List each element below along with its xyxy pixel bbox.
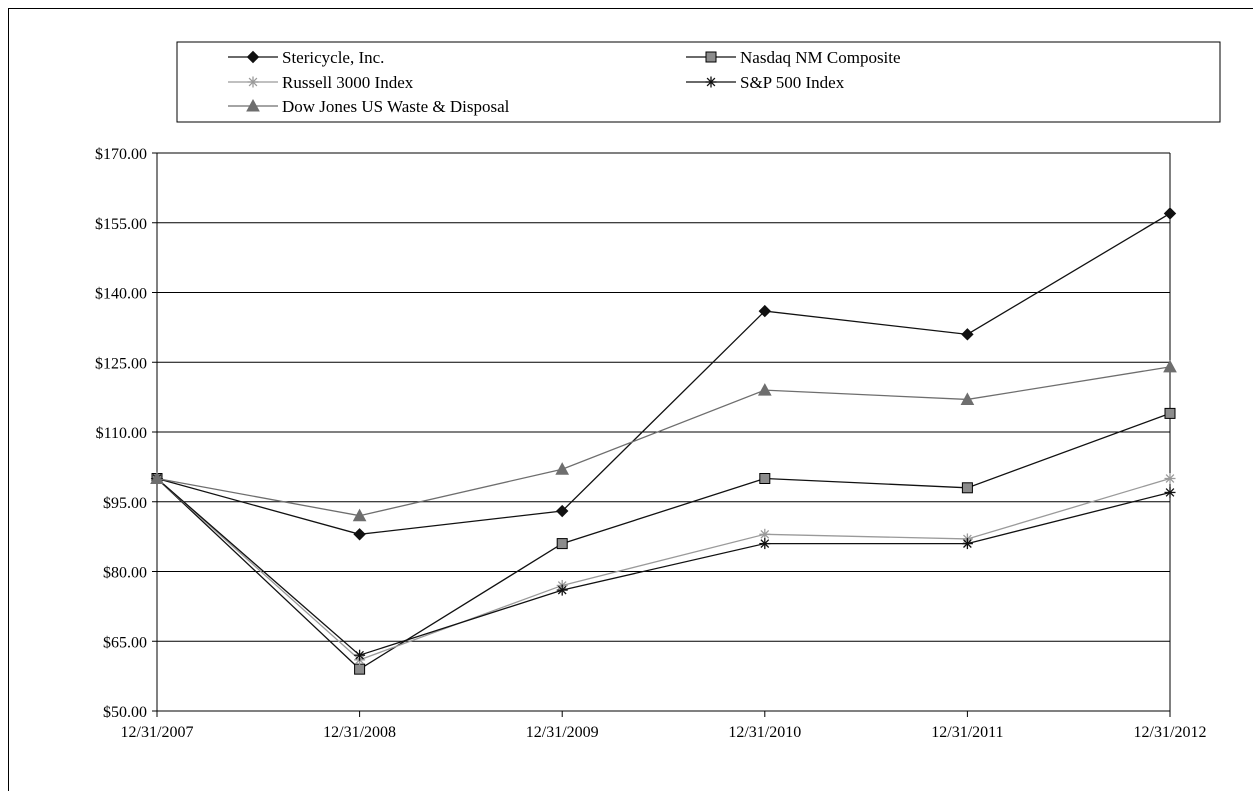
data-point xyxy=(1164,486,1176,498)
data-point xyxy=(1163,359,1177,373)
y-tick-label: $155.00 xyxy=(95,216,147,233)
y-tick-label: $80.00 xyxy=(103,565,147,582)
series-line xyxy=(156,412,1171,670)
y-tick-label: $110.00 xyxy=(96,425,147,442)
legend-item: S&P 500 Index xyxy=(686,73,845,92)
legend-label: Dow Jones US Waste & Disposal xyxy=(282,97,510,116)
data-point xyxy=(555,504,569,518)
data-point xyxy=(1164,407,1176,419)
legend: Stericycle, Inc. Nasdaq NM Composite Russe… xyxy=(176,41,1221,123)
chart-frame xyxy=(8,8,1253,791)
legend-marker xyxy=(705,76,717,88)
data-point xyxy=(150,471,164,484)
y-tick-label: $140.00 xyxy=(95,286,147,303)
series-line xyxy=(156,366,1171,517)
legend-marker xyxy=(246,98,260,112)
legend-marker xyxy=(705,51,717,63)
data-point xyxy=(759,538,771,550)
series-0 xyxy=(150,207,1177,541)
data-point xyxy=(1163,207,1177,220)
x-tick-label: 12/31/2011 xyxy=(931,724,1003,741)
legend-marker xyxy=(246,50,260,64)
y-tick-label: $65.00 xyxy=(103,634,147,651)
series-3 xyxy=(151,473,1176,661)
series-1 xyxy=(151,407,1176,675)
data-point xyxy=(759,473,771,484)
data-point xyxy=(759,528,771,540)
series-4 xyxy=(150,359,1177,522)
y-tick-labels: $50.00 $65.00 $80.00 $95.00 $110.00 $125.00 $1… xyxy=(95,146,147,721)
data-point xyxy=(354,649,366,661)
legend-item: Russell 3000 Index xyxy=(228,73,414,92)
data-point xyxy=(556,538,568,550)
legend-item: Nasdaq NM Composite xyxy=(686,48,901,67)
x-tick-label: 12/31/2009 xyxy=(526,724,599,741)
y-tick-label: $170.00 xyxy=(95,146,147,163)
legend-label: Russell 3000 Index xyxy=(282,73,414,92)
series-line xyxy=(156,478,1171,656)
data-point xyxy=(352,508,367,522)
data-point xyxy=(1164,473,1176,484)
legend-marker xyxy=(247,76,259,88)
data-point xyxy=(960,392,975,405)
x-tick-label: 12/31/2012 xyxy=(1134,724,1207,741)
data-point xyxy=(961,538,973,550)
x-tick-label: 12/31/2007 xyxy=(121,724,194,741)
legend-item: Dow Jones US Waste & Disposal xyxy=(228,97,510,116)
gridlines xyxy=(152,152,1170,712)
series-line xyxy=(156,212,1171,535)
data-point xyxy=(961,328,974,341)
legend-item: Stericycle, Inc. xyxy=(228,48,384,67)
y-tick-label: $125.00 xyxy=(95,355,147,372)
data-point xyxy=(758,304,772,318)
data-point xyxy=(354,663,366,675)
data-point xyxy=(555,462,570,475)
data-point xyxy=(757,383,772,396)
data-point xyxy=(353,528,366,541)
legend-label: Nasdaq NM Composite xyxy=(740,48,901,67)
legend-label: S&P 500 Index xyxy=(740,73,845,92)
x-tick-labels: 12/31/2007 12/31/2008 12/31/2009 12/31/2010… xyxy=(121,724,1207,741)
y-tick-label: $50.00 xyxy=(103,704,147,721)
legend-label: Stericycle, Inc. xyxy=(282,48,384,67)
x-tick-label: 12/31/2008 xyxy=(323,724,396,741)
data-point xyxy=(961,482,973,494)
data-point xyxy=(556,584,568,596)
axes xyxy=(156,153,1171,717)
x-tick-label: 12/31/2010 xyxy=(728,724,801,741)
series-group xyxy=(150,207,1177,675)
series-line xyxy=(156,477,1171,661)
y-tick-label: $95.00 xyxy=(103,495,147,512)
